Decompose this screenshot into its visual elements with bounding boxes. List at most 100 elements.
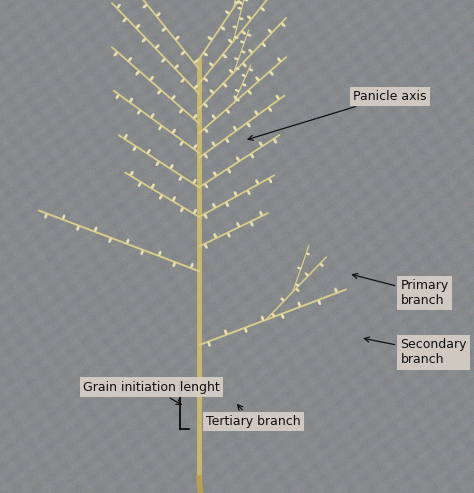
Ellipse shape — [205, 214, 207, 218]
Ellipse shape — [143, 39, 146, 42]
Ellipse shape — [159, 251, 161, 255]
Ellipse shape — [173, 130, 175, 133]
Ellipse shape — [234, 96, 237, 99]
Ellipse shape — [243, 84, 246, 86]
Ellipse shape — [77, 226, 79, 230]
Ellipse shape — [137, 25, 139, 28]
Ellipse shape — [236, 99, 239, 101]
Ellipse shape — [296, 284, 298, 285]
Ellipse shape — [116, 95, 118, 99]
Ellipse shape — [268, 30, 271, 33]
Text: Panicle axis: Panicle axis — [248, 90, 427, 140]
Ellipse shape — [235, 58, 238, 60]
Ellipse shape — [238, 7, 241, 9]
Ellipse shape — [226, 203, 228, 206]
Ellipse shape — [204, 104, 207, 107]
Ellipse shape — [298, 268, 301, 269]
Ellipse shape — [63, 215, 64, 219]
Ellipse shape — [226, 11, 229, 14]
Ellipse shape — [156, 162, 159, 165]
Ellipse shape — [229, 39, 232, 42]
Ellipse shape — [225, 330, 227, 334]
Ellipse shape — [319, 301, 320, 304]
Ellipse shape — [272, 314, 274, 317]
Ellipse shape — [204, 78, 207, 81]
Ellipse shape — [241, 41, 244, 43]
Ellipse shape — [249, 50, 252, 53]
Ellipse shape — [281, 298, 283, 301]
Ellipse shape — [205, 184, 208, 188]
Ellipse shape — [194, 145, 197, 148]
Ellipse shape — [276, 96, 279, 99]
Ellipse shape — [269, 108, 271, 111]
Ellipse shape — [136, 71, 139, 74]
Ellipse shape — [242, 32, 245, 34]
Ellipse shape — [247, 123, 250, 127]
Ellipse shape — [226, 139, 228, 142]
Ellipse shape — [141, 250, 143, 254]
Ellipse shape — [130, 99, 132, 102]
Text: Primary
branch: Primary branch — [353, 274, 449, 307]
Ellipse shape — [247, 16, 251, 19]
Ellipse shape — [162, 59, 165, 62]
Ellipse shape — [236, 90, 238, 91]
Ellipse shape — [208, 342, 210, 346]
Ellipse shape — [221, 27, 225, 30]
Ellipse shape — [251, 222, 253, 226]
Ellipse shape — [117, 4, 120, 7]
Ellipse shape — [173, 263, 175, 267]
Ellipse shape — [239, 1, 242, 4]
Ellipse shape — [245, 0, 247, 1]
Ellipse shape — [296, 289, 299, 291]
Ellipse shape — [224, 84, 227, 87]
Ellipse shape — [205, 154, 207, 158]
Ellipse shape — [160, 195, 162, 199]
Ellipse shape — [180, 142, 183, 145]
Ellipse shape — [213, 204, 215, 208]
Ellipse shape — [125, 135, 127, 138]
Ellipse shape — [235, 192, 237, 195]
Ellipse shape — [263, 43, 265, 46]
Ellipse shape — [163, 28, 165, 31]
Ellipse shape — [144, 5, 146, 7]
Ellipse shape — [181, 79, 184, 82]
Ellipse shape — [278, 58, 281, 61]
Ellipse shape — [230, 70, 233, 73]
Ellipse shape — [234, 127, 236, 130]
Ellipse shape — [137, 110, 140, 114]
Ellipse shape — [228, 233, 230, 237]
Ellipse shape — [209, 37, 211, 39]
Ellipse shape — [159, 126, 162, 130]
Ellipse shape — [274, 140, 276, 143]
Ellipse shape — [194, 210, 196, 213]
Ellipse shape — [171, 165, 173, 168]
Ellipse shape — [248, 191, 250, 194]
Ellipse shape — [237, 223, 239, 226]
Ellipse shape — [282, 315, 283, 318]
Ellipse shape — [191, 264, 193, 267]
Ellipse shape — [131, 172, 133, 175]
Ellipse shape — [204, 53, 207, 56]
Ellipse shape — [248, 34, 251, 36]
Ellipse shape — [307, 253, 309, 254]
Ellipse shape — [243, 64, 246, 67]
Text: Grain initiation lenght: Grain initiation lenght — [83, 381, 220, 405]
Ellipse shape — [180, 109, 182, 113]
Text: Secondary
branch: Secondary branch — [365, 337, 467, 366]
Ellipse shape — [235, 37, 238, 38]
Ellipse shape — [195, 60, 198, 63]
Ellipse shape — [236, 68, 239, 70]
Ellipse shape — [320, 264, 323, 266]
Ellipse shape — [228, 169, 230, 173]
Ellipse shape — [147, 150, 150, 153]
Ellipse shape — [123, 19, 126, 22]
Ellipse shape — [212, 115, 215, 118]
Ellipse shape — [227, 110, 229, 113]
Ellipse shape — [269, 179, 271, 182]
Ellipse shape — [151, 114, 154, 117]
Ellipse shape — [127, 240, 129, 243]
Ellipse shape — [260, 211, 262, 215]
Ellipse shape — [179, 177, 182, 180]
Ellipse shape — [194, 115, 197, 118]
Ellipse shape — [245, 328, 247, 332]
